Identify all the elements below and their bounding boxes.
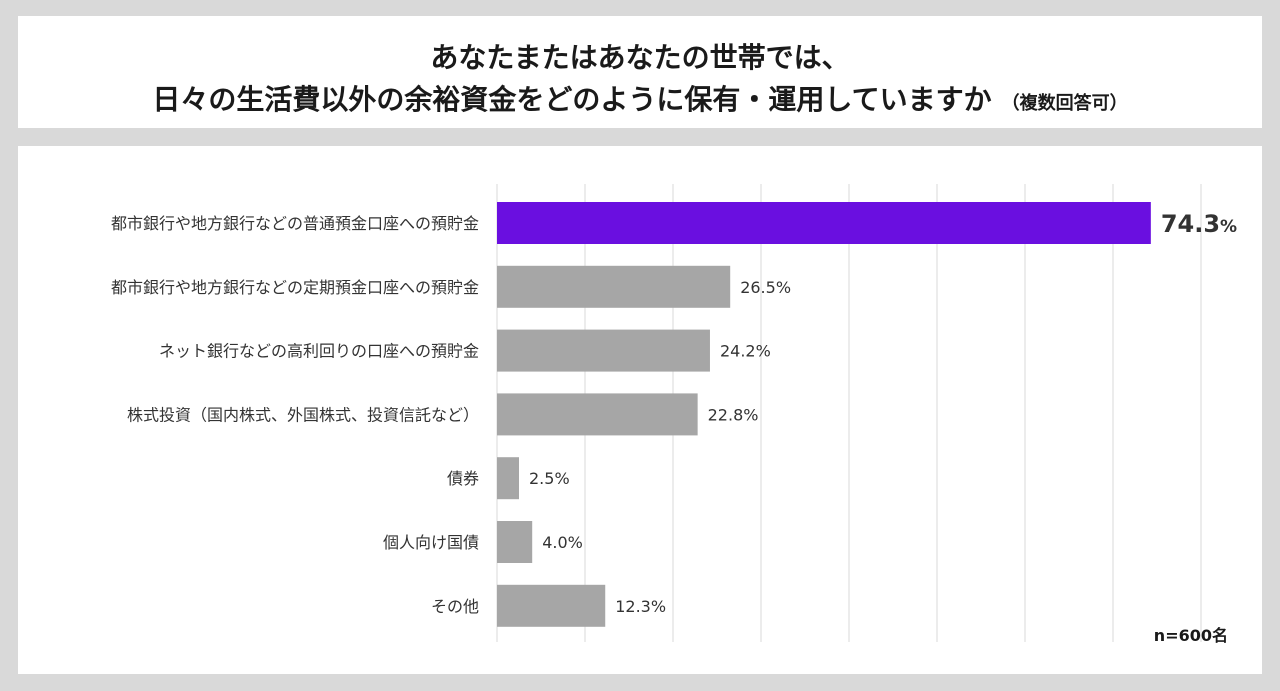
bar [497,265,731,308]
value-label: 4.0% [542,533,583,552]
title-panel: あなたまたはあなたの世帯では、 日々の生活費以外の余裕資金をどのように保有・運用… [18,16,1262,128]
category-label: 都市銀行や地方銀行などの普通預金口座への預貯金 [111,214,479,233]
grid-lines [496,184,1202,642]
category-label: 債券 [447,469,479,488]
chart-panel: 都市銀行や地方銀行などの普通預金口座への預貯金 都市銀行や地方銀行などの定期預金口… [18,146,1262,674]
category-label: その他 [431,597,479,616]
value-label: 2.5% [529,469,570,488]
value-label: 74.3% [1161,210,1237,238]
category-label: 都市銀行や地方銀行などの定期預金口座への預貯金 [111,278,479,297]
value-label: 22.8% [708,405,759,424]
category-label: ネット銀行などの高利回りの口座への預貯金 [159,342,479,361]
category-labels: 都市銀行や地方銀行などの普通預金口座への預貯金都市銀行や地方銀行などの定期預金口… [111,214,479,616]
chart-title-note: （複数回答可） [1001,93,1128,114]
chart-title-line2-text: 日々の生活費以外の余裕資金をどのように保有・運用していますか [152,83,992,116]
bar-chart: 都市銀行や地方銀行などの普通預金口座への預貯金都市銀行や地方銀行などの定期預金口… [111,184,1237,645]
sample-size-label: n=600名 [1154,626,1228,645]
bars [497,202,1151,627]
value-label: 12.3% [615,597,666,616]
chart-title-line2: 日々の生活費以外の余裕資金をどのように保有・運用していますか （複数回答可） [18,78,1262,118]
bar [497,329,710,372]
chart-title-line1: あなたまたはあなたの世帯では、 [430,41,850,74]
bar [497,457,519,500]
value-label: 26.5% [740,278,791,297]
category-label: 個人向け国債 [383,533,479,552]
bar [497,521,533,563]
value-labels: 74.3% 26.5% 24.2% 22.8% 2.5% 4.0% 12.3% [529,210,1237,616]
bar [497,202,1151,244]
value-label: 24.2% [720,342,771,361]
bar [497,584,606,627]
bar [497,393,698,436]
category-label: 株式投資（国内株式、外国株式、投資信託など） [127,405,479,424]
